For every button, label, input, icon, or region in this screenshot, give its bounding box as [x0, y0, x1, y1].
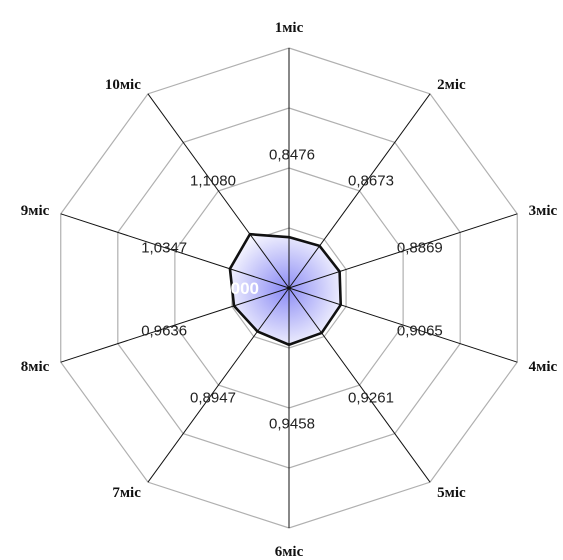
category-label: 6міс: [275, 544, 304, 560]
data-value-label: 0,8947: [190, 390, 236, 407]
data-value-label: 0,9065: [397, 323, 443, 340]
data-value-label: 0,9458: [269, 415, 315, 432]
category-label: 4міс: [529, 359, 558, 375]
data-value-label: 0,8476: [269, 147, 315, 164]
radar-spokes: [60, 48, 518, 528]
data-value-label: 0,9636: [141, 323, 187, 340]
category-label: 9міс: [21, 203, 50, 219]
spoke-line: [60, 287, 290, 363]
spoke-line: [288, 213, 518, 289]
category-label: 2міс: [437, 77, 466, 93]
radar-labels: 1міс 2міс 3міс 4міс 5міс 6міс 7міс 8міс 9міс 10мі…: [21, 20, 558, 560]
data-value-label: 1,1080: [190, 172, 236, 189]
data-value-label: 0,9261: [348, 390, 394, 407]
category-label: 8міс: [21, 359, 50, 375]
data-value-label: 1,0347: [141, 239, 187, 256]
category-label: 5міс: [437, 485, 466, 501]
spoke-line: [60, 213, 290, 289]
category-label: 10міс: [105, 77, 141, 93]
spoke-line: [147, 93, 290, 289]
data-value-label: 0,8869: [397, 239, 443, 256]
spoke-line: [288, 93, 431, 289]
category-label: 7міс: [112, 485, 141, 501]
category-label: 3міс: [529, 203, 558, 219]
spoke-line: [147, 287, 290, 483]
spoke-line: [288, 287, 431, 483]
category-label: 1міс: [275, 20, 304, 36]
spoke-line: [288, 287, 518, 363]
center-value-label: 0,0000: [207, 279, 259, 298]
data-value-label: 0,8673: [348, 172, 394, 189]
